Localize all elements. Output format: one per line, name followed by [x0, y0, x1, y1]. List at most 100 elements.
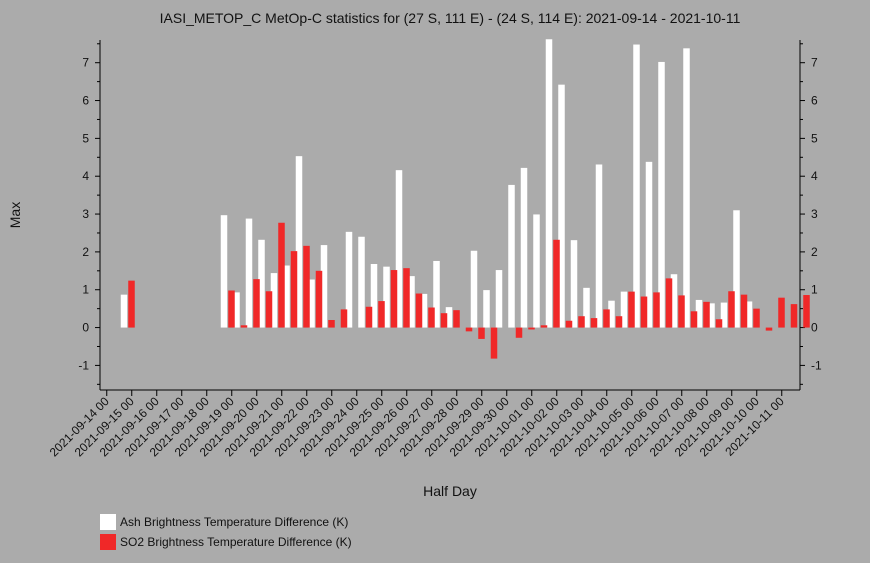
y-tick-label-right: 5 [811, 131, 818, 145]
ash-bar [745, 301, 753, 328]
ash-bar [245, 218, 253, 328]
chart-title: IASI_METOP_C MetOp-C statistics for (27 … [160, 10, 741, 26]
so2-bar [365, 306, 373, 328]
ash-bar [383, 266, 390, 328]
so2-bar [678, 295, 685, 328]
so2-bar [628, 291, 635, 328]
ash-bar [608, 300, 615, 328]
ash-bar [258, 239, 265, 328]
so2-bar [290, 251, 298, 328]
ash-bar [708, 303, 715, 328]
ash-bar [233, 292, 240, 328]
so2-bar [340, 309, 348, 328]
y-axis-label: Max [7, 202, 23, 228]
so2-bar [490, 327, 498, 359]
ash-bar [283, 265, 290, 328]
so2-bar [778, 297, 785, 328]
so2-bar [740, 294, 748, 328]
so2-bar [465, 327, 473, 332]
ash-bar [120, 294, 128, 328]
ash-bar [545, 39, 553, 328]
ash-bar [320, 245, 328, 328]
so2-bar [390, 270, 398, 328]
legend-label-ash: Ash Brightness Temperature Difference (K… [120, 515, 349, 529]
ash-bar [558, 84, 565, 328]
so2-bar [665, 278, 673, 328]
ash-bar [270, 273, 278, 328]
ash-bar [595, 164, 603, 328]
so2-bar [790, 304, 798, 328]
so2-bar [753, 308, 760, 328]
ash-bar [308, 279, 315, 328]
so2-bar [715, 319, 723, 328]
so2-bar [615, 316, 623, 328]
so2-bar [453, 310, 460, 328]
y-tick-label-right: 2 [811, 245, 818, 259]
ash-bar [570, 240, 578, 328]
so2-bar [278, 222, 285, 328]
y-tick-label-left: 3 [82, 207, 89, 221]
ash-bar [420, 293, 428, 328]
ash-bar [695, 299, 703, 328]
y-tick-label-right: 1 [811, 283, 818, 297]
so2-bar [378, 301, 385, 328]
bars [120, 39, 810, 359]
ash-bar [370, 264, 378, 328]
ash-bar [645, 161, 653, 328]
so2-bar [803, 295, 810, 328]
ash-bar [470, 250, 478, 328]
so2-bar [690, 311, 698, 328]
so2-bar [328, 320, 335, 328]
legend-label-so2: SO2 Brightness Temperature Difference (K… [120, 535, 352, 549]
so2-bar [765, 327, 773, 331]
ash-bar [433, 260, 440, 328]
legend-swatch-ash [100, 514, 116, 530]
so2-bar [315, 270, 323, 328]
ash-bar [495, 270, 503, 328]
ash-bar [658, 61, 665, 328]
y-tick-label-right: 0 [811, 321, 818, 335]
legend-item-ash: Ash Brightness Temperature Difference (K… [100, 512, 352, 532]
y-tick-label-left: -1 [78, 358, 89, 372]
so2-bar [590, 318, 598, 328]
so2-bar [415, 293, 423, 328]
ash-bar [620, 291, 628, 328]
y-tick-label-left: 6 [82, 94, 89, 108]
ash-bar [295, 156, 303, 328]
so2-bar [565, 320, 573, 328]
so2-bar [603, 309, 610, 328]
so2-bar [528, 327, 535, 330]
so2-bar [515, 327, 523, 338]
ash-bar [583, 287, 590, 328]
ash-bar [358, 236, 365, 328]
y-tick-label-right: 7 [811, 56, 818, 70]
so2-bar [728, 291, 735, 328]
legend: Ash Brightness Temperature Difference (K… [100, 512, 352, 552]
ash-bar [483, 290, 490, 328]
y-tick-label-left: 7 [82, 56, 89, 70]
so2-bar [653, 292, 660, 328]
y-tick-label-left: 4 [82, 169, 89, 183]
ash-bar [345, 231, 353, 328]
ash-bar [445, 307, 453, 328]
y-tick-label-left: 0 [82, 321, 89, 335]
so2-bar [540, 325, 548, 328]
ash-bar [670, 274, 678, 328]
x-axis-label: Half Day [423, 483, 477, 499]
so2-bar [128, 280, 135, 328]
so2-bar [478, 327, 485, 339]
y-tick-label-right: 6 [811, 94, 818, 108]
y-tick-label-left: 5 [82, 131, 89, 145]
ash-bar [508, 184, 515, 328]
ash-bar [220, 215, 228, 328]
ash-bar [683, 48, 690, 328]
y-tick-label-left: 2 [82, 245, 89, 259]
so2-bar [265, 291, 273, 328]
ash-bar [408, 276, 415, 328]
so2-bar [640, 296, 648, 328]
legend-swatch-so2 [100, 534, 116, 550]
ash-bar [520, 167, 528, 328]
so2-bar [240, 325, 248, 328]
